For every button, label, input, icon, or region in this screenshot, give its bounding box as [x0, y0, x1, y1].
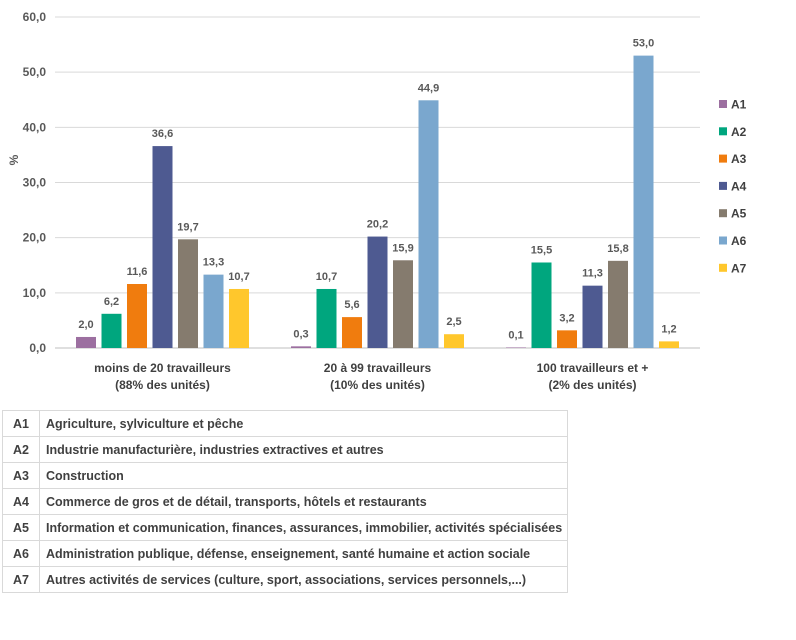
data-label: 0,1 [508, 329, 523, 341]
description-cell: Agriculture, sylviculture et pêche [39, 410, 568, 437]
y-axis-label: % [7, 154, 21, 165]
description-cell: Commerce de gros et de détail, transport… [39, 488, 568, 515]
legend-swatch [719, 181, 727, 190]
table-row: A7 Autres activités de services (culture,… [2, 566, 568, 593]
legend-entry: A1 [731, 98, 747, 112]
bar-a3 [557, 330, 577, 348]
bar-a1 [291, 346, 311, 348]
category-label: (88% des unités) [115, 378, 210, 392]
legend-entry: A6 [731, 234, 747, 248]
code-cell: A1 [2, 410, 40, 437]
data-labels: 2,0 6,2 11,6 36,6 19,7 13,3 10,7 0,3 10,7 5,6 20,2… [78, 38, 676, 342]
bar-a3 [127, 284, 147, 348]
data-label: 13,3 [203, 257, 224, 269]
data-label: 44,9 [418, 82, 439, 94]
y-tick-label: 50,0 [23, 65, 47, 79]
bar-a7 [229, 288, 249, 348]
legend-swatch [719, 127, 727, 136]
bar-a3 [342, 317, 362, 348]
legend-swatch [719, 154, 727, 163]
data-label: 6,2 [104, 296, 119, 308]
y-tick-label: 20,0 [23, 231, 47, 245]
description-cell: Construction [39, 462, 568, 489]
bar-a4 [152, 146, 173, 348]
code-cell: A7 [2, 566, 40, 593]
category-labels: moins de 20 travailleurs (88% des unités)… [94, 361, 648, 392]
table-row: A4 Commerce de gros et de détail, transpo… [2, 488, 568, 515]
y-tick-label: 40,0 [23, 120, 47, 134]
data-label: 20,2 [367, 219, 388, 231]
legend-swatch [719, 263, 727, 272]
description-cell: Information et communication, finances, … [39, 514, 568, 541]
legend-entry: A2 [731, 125, 747, 139]
bar-a1 [506, 347, 526, 348]
code-cell: A3 [2, 462, 40, 489]
table-row: A5 Information et communication, finances… [2, 514, 568, 541]
data-label: 15,8 [607, 243, 628, 255]
data-label: 15,5 [531, 244, 552, 256]
data-label: 0,3 [293, 328, 308, 340]
table-row: A6 Administration publique, défense, ense… [2, 540, 568, 567]
bars [76, 55, 679, 348]
category-label: (2% des unités) [548, 378, 636, 392]
bar-a7 [659, 341, 679, 348]
data-label: 2,5 [446, 316, 461, 328]
y-axis-ticks: 0,0 10,0 20,0 30,0 40,0 50,0 60,0 [23, 10, 47, 355]
category-label: 20 à 99 travailleurs [324, 361, 432, 375]
data-label: 15,9 [392, 242, 413, 254]
data-label: 5,6 [344, 299, 359, 311]
bar-a6 [633, 55, 654, 348]
bar-chart: 0,0 10,0 20,0 30,0 40,0 50,0 60,0 % 2,0 6,2 11,6… [7, 10, 747, 392]
y-tick-label: 30,0 [23, 176, 47, 190]
legend-entry: A5 [731, 207, 747, 221]
data-label: 1,2 [661, 323, 676, 335]
y-tick-label: 0,0 [29, 341, 46, 355]
description-cell: Administration publique, défense, enseig… [39, 540, 568, 567]
data-label: 3,2 [559, 312, 574, 324]
legend-swatch [719, 100, 727, 108]
legend-swatch [719, 209, 727, 218]
bar-a5 [608, 260, 628, 348]
category-label: moins de 20 travailleurs [94, 361, 231, 375]
bar-a2 [316, 288, 337, 348]
bar-a4 [582, 285, 603, 348]
description-cell: Autres activités de services (culture, s… [39, 566, 568, 593]
bar-a4 [367, 236, 388, 348]
bar-a5 [393, 260, 413, 348]
legend-entry: A7 [731, 261, 747, 275]
code-cell: A6 [2, 540, 40, 567]
bar-a2 [101, 313, 122, 348]
code-cell: A5 [2, 514, 40, 541]
bar-a1 [76, 336, 96, 348]
data-label: 53,0 [633, 38, 654, 50]
data-label: 2,0 [78, 319, 93, 331]
data-label: 11,3 [582, 268, 603, 280]
legend: A1 A2 A3 A4 A5 A6 A7 [719, 98, 747, 275]
bar-a2 [531, 262, 552, 348]
bar-a7 [444, 334, 464, 348]
code-cell: A2 [2, 436, 40, 463]
table-row: A3 Construction [2, 462, 568, 489]
bar-a6 [203, 274, 224, 348]
data-label: 10,7 [228, 271, 249, 283]
data-label: 10,7 [316, 271, 337, 283]
category-label: 100 travailleurs et + [537, 361, 649, 375]
data-label: 36,6 [152, 128, 173, 140]
y-tick-label: 10,0 [23, 286, 47, 300]
table-row: A1 Agriculture, sylviculture et pêche [2, 410, 568, 437]
data-label: 19,7 [177, 221, 198, 233]
bar-a6 [418, 100, 439, 348]
description-cell: Industrie manufacturière, industries ext… [39, 436, 568, 463]
bar-a5 [178, 239, 198, 348]
data-label: 11,6 [127, 266, 148, 278]
table-row: A2 Industrie manufacturière, industries e… [2, 436, 568, 463]
activity-codes-table: A1 Agriculture, sylviculture et pêche A2 In… [2, 410, 568, 593]
code-cell: A4 [2, 488, 40, 515]
legend-entry: A3 [731, 152, 747, 166]
category-label: (10% des unités) [330, 378, 425, 392]
legend-entry: A4 [731, 179, 747, 193]
y-tick-label: 60,0 [23, 10, 47, 24]
legend-swatch [719, 236, 727, 245]
